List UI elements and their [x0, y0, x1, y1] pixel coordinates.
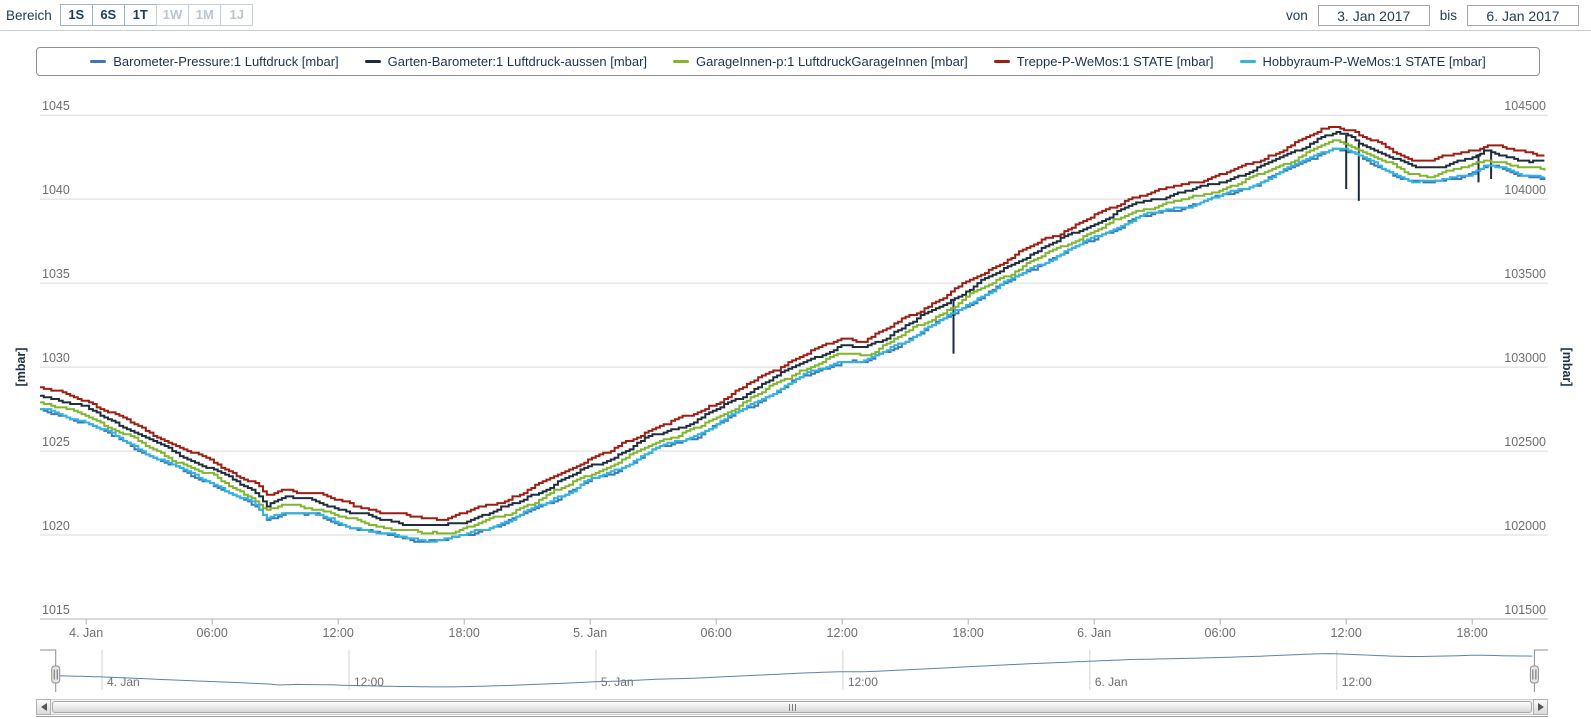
x-axis-label: 06:00	[197, 626, 228, 640]
x-axis-label: 18:00	[1457, 626, 1488, 640]
series-line-0[interactable]	[40, 147, 1546, 543]
scrollbar-thumb[interactable]	[52, 701, 1532, 713]
date-range-zone: von bis	[1286, 0, 1579, 31]
scrollbar-track[interactable]	[51, 699, 1533, 715]
chart-legend: Barometer-Pressure:1 Luftdruck [mbar] Gar…	[36, 47, 1540, 76]
navigator-handle-right[interactable]	[1529, 665, 1539, 684]
series-line-3[interactable]	[40, 126, 1545, 521]
legend-swatch-icon	[673, 60, 690, 63]
navigator-axis-label: 5. Jan	[601, 675, 634, 689]
x-axis-label: 18:00	[953, 626, 984, 640]
navigator-axis-label: 6. Jan	[1095, 675, 1128, 689]
thumb-grip-icon	[788, 703, 790, 711]
scrollbar-bottom-border	[36, 716, 1548, 717]
legend-swatch-icon	[1239, 60, 1256, 63]
y-axis-right-label: 102500	[1504, 435, 1546, 449]
legend-item-1[interactable]: Garten-Barometer:1 Luftdruck-aussen [mba…	[364, 54, 648, 69]
legend-swatch-icon	[90, 60, 107, 63]
from-label: von	[1285, 8, 1308, 23]
scroll-right-button[interactable]	[1533, 699, 1548, 715]
y-axis-left-label: 1030	[42, 351, 70, 365]
x-axis-label: 06:00	[1205, 626, 1236, 640]
legend-label: Garten-Barometer:1 Luftdruck-aussen [mba…	[387, 54, 648, 69]
legend-item-2[interactable]: GarageInnen-p:1 LuftdruckGarageInnen [mb…	[673, 54, 968, 69]
legend-label: Treppe-P-WeMos:1 STATE [mbar]	[1016, 54, 1214, 69]
legend-swatch-icon	[364, 60, 381, 63]
y-axis-right-label: 101500	[1504, 603, 1546, 617]
range-button-6s[interactable]: 6S	[91, 4, 125, 26]
range-button-group: 1S 6S 1T 1W 1M 1J	[59, 4, 254, 26]
navigator-axis-label: 12:00	[1342, 675, 1372, 689]
y-axis-left-label: 1040	[42, 183, 70, 197]
from-date-input[interactable]	[1317, 5, 1430, 26]
y-axis-right-title: [mbar]	[1560, 348, 1574, 387]
navigator-handle-left[interactable]	[51, 665, 61, 684]
y-axis-right-label: 103500	[1504, 267, 1546, 281]
to-date-input[interactable]	[1467, 5, 1579, 26]
y-axis-right-label: 104000	[1504, 183, 1546, 197]
legend-item-4[interactable]: Hobbyraum-P-WeMos:1 STATE [mbar]	[1239, 54, 1486, 69]
range-button-1s[interactable]: 1S	[59, 4, 93, 26]
thumb-grip-icon	[794, 703, 796, 711]
legend-item-0[interactable]: Barometer-Pressure:1 Luftdruck [mbar]	[90, 54, 339, 69]
series-line-4[interactable]	[40, 147, 1545, 543]
x-axis-label: 06:00	[701, 626, 732, 640]
x-axis-label: 12:00	[323, 626, 354, 640]
y-axis-left-label: 1020	[42, 519, 70, 533]
toolbar: Bereich 1S 6S 1T 1W 1M 1J von bis	[0, 0, 1591, 31]
legend-swatch-icon	[993, 60, 1010, 63]
series-line-1[interactable]	[40, 131, 1545, 526]
range-label: Bereich	[6, 7, 52, 23]
y-axis-left-label: 1025	[42, 435, 70, 449]
y-axis-left-title: [mbar]	[14, 348, 28, 387]
y-axis-right-label: 104500	[1504, 99, 1546, 113]
legend-label: Barometer-Pressure:1 Luftdruck [mbar]	[113, 54, 339, 69]
legend-label: Hobbyraum-P-WeMos:1 STATE [mbar]	[1262, 54, 1486, 69]
scroll-right-icon	[1537, 703, 1544, 711]
y-axis-right-label: 102000	[1504, 519, 1546, 533]
x-axis-label: 6. Jan	[1077, 626, 1111, 640]
to-label: bis	[1439, 8, 1457, 23]
legend-item-3[interactable]: Treppe-P-WeMos:1 STATE [mbar]	[993, 54, 1214, 69]
x-axis-label: 4. Jan	[69, 626, 103, 640]
y-axis-left-label: 1045	[42, 99, 70, 113]
scroll-left-icon	[40, 703, 47, 711]
x-axis-label: 12:00	[827, 626, 858, 640]
y-axis-left-label: 1035	[42, 267, 70, 281]
x-axis-label: 18:00	[449, 626, 480, 640]
navigator-axis-label: 12:00	[354, 675, 384, 689]
y-axis-left-label: 1015	[42, 603, 70, 617]
scroll-left-button[interactable]	[36, 699, 51, 715]
thumb-grip-icon	[791, 703, 793, 711]
scrollbar[interactable]	[36, 699, 1548, 715]
x-axis-label: 5. Jan	[573, 626, 607, 640]
x-axis-label: 12:00	[1331, 626, 1362, 640]
legend-label: GarageInnen-p:1 LuftdruckGarageInnen [mb…	[696, 54, 968, 69]
y-axis-right-label: 103000	[1504, 351, 1546, 365]
series-line-2[interactable]	[40, 139, 1546, 535]
range-button-1j[interactable]: 1J	[220, 4, 254, 26]
navigator-axis-label: 12:00	[848, 675, 878, 689]
navigator-series-line	[56, 653, 1533, 688]
